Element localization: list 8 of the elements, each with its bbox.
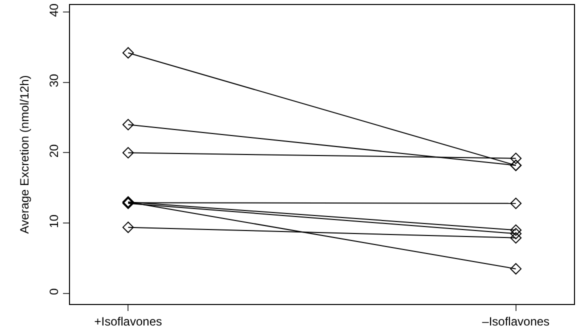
y-tick-label: 30 [47, 74, 62, 88]
y-tick-label: 40 [47, 3, 62, 17]
y-axis-title: Average Excretion (nmol/12h) [18, 75, 32, 234]
x-tick-label: –Isoflavones [482, 314, 550, 328]
y-tick-label: 10 [47, 214, 62, 228]
y-tick-label: 0 [47, 288, 62, 295]
y-tick-label: 20 [47, 144, 62, 158]
x-tick-label: +Isoflavones [94, 314, 162, 328]
